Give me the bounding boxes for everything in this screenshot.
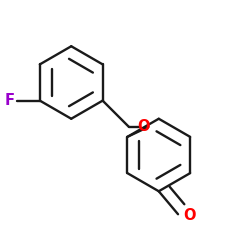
Text: O: O	[184, 208, 196, 223]
Text: F: F	[5, 93, 15, 108]
Text: O: O	[138, 120, 150, 134]
